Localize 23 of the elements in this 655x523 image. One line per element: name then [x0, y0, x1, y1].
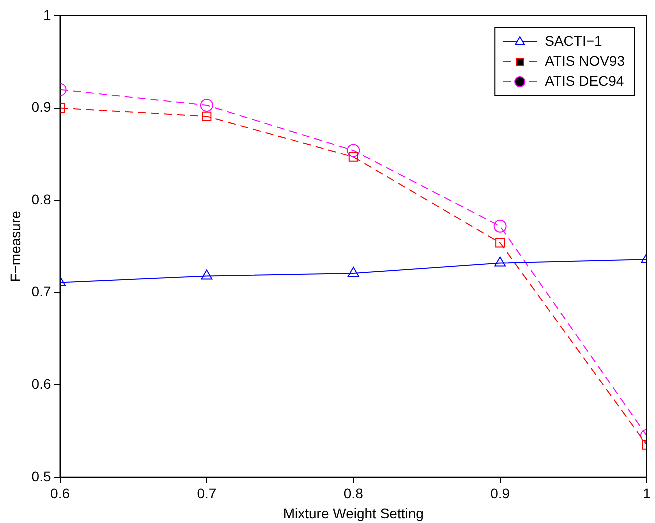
y-tick-label: 0.7: [32, 284, 52, 300]
point: [348, 266, 360, 277]
point: [494, 220, 507, 233]
point: [348, 152, 358, 162]
y-tick-label: 1: [43, 6, 52, 23]
x-tick-label: 1: [643, 486, 652, 502]
y-tick-label: 0.9: [32, 99, 52, 116]
x-axis-title: Mixture Weight Setting: [283, 505, 424, 522]
x-tick-label: 0.8: [344, 486, 364, 502]
legend-label: ATIS DEC94: [545, 72, 624, 89]
y-tick-label: 0.5: [32, 468, 52, 484]
legend-label: ATIS NOV93: [545, 52, 626, 69]
point: [201, 270, 213, 280]
x-tick-label: 0.6: [50, 486, 70, 502]
y-tick-label: 0.6: [32, 376, 52, 392]
point: [200, 99, 214, 112]
point: [347, 144, 360, 158]
x-tick-label: 0.7: [197, 486, 217, 502]
x-tick-label: 0.9: [490, 486, 510, 502]
legend-label: SACTI−1: [545, 32, 603, 49]
y-tick-label: 0.8: [32, 191, 52, 208]
point: [202, 112, 212, 122]
y-axis-title: F−measure: [7, 210, 24, 282]
